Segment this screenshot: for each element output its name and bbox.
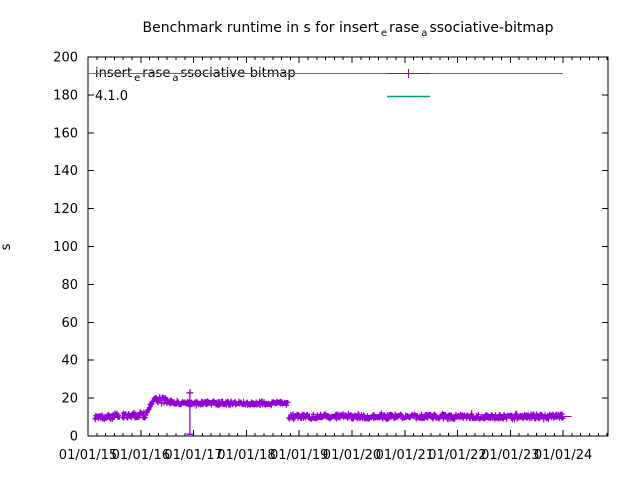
legend-sample-plus-marker xyxy=(407,69,410,78)
x-tick-label: 01/01/23 xyxy=(481,448,539,463)
y-axis-label: s xyxy=(0,243,14,251)
axis-ticks xyxy=(87,56,608,437)
y-tick-label: 180 xyxy=(53,88,78,103)
tick-marks xyxy=(87,56,608,437)
series-plus-markers xyxy=(92,394,566,422)
x-tick-label: 01/01/18 xyxy=(217,448,275,463)
y-tick-label: 40 xyxy=(61,354,78,369)
chart-title: Benchmark runtime in s for insert e rase a s… xyxy=(142,20,554,39)
y-tick-label: 200 xyxy=(53,51,78,66)
outlier-errorbar xyxy=(186,389,194,435)
subscript: a xyxy=(172,72,179,84)
subscript: e xyxy=(380,27,388,39)
x-tick-label: 01/01/17 xyxy=(164,448,222,463)
x-tick-label: 01/01/19 xyxy=(270,448,328,463)
x-tick-label: 01/01/15 xyxy=(59,448,117,463)
y-tick-label: 100 xyxy=(53,240,78,255)
series-points-insert_erase_associative-bitmap xyxy=(92,389,572,435)
y-tick-label: 160 xyxy=(53,126,78,141)
x-tick-label: 01/01/22 xyxy=(428,448,486,463)
y-tick-label: 20 xyxy=(61,392,78,407)
series-line-4-1-0 xyxy=(88,72,564,75)
x-tick-label: 01/01/20 xyxy=(323,448,381,463)
x-axis-tick-labels: 01/01/1501/01/1601/01/1701/01/1801/01/19… xyxy=(59,448,592,463)
subscript: a xyxy=(421,27,428,39)
y-axis-tick-labels: 0 20 40 60 80 100 120 140 160 180 200 xyxy=(53,51,78,445)
x-tick-label: 01/01/21 xyxy=(376,448,434,463)
y-tick-label: 120 xyxy=(53,202,78,217)
subscript: e xyxy=(134,72,141,84)
x-tick-label: 01/01/16 xyxy=(112,448,170,463)
y-tick-label: 140 xyxy=(53,164,78,179)
legend-entry-insert-erase-associative-bitmap: insert e rase a ssociative-bitmap xyxy=(95,66,296,84)
y-tick-label: 0 xyxy=(70,430,78,445)
y-tick-label: 60 xyxy=(61,316,78,331)
plot-border xyxy=(87,56,609,437)
legend-entry-4-1-0: 4.1.0 xyxy=(95,89,129,104)
x-tick-label: 01/01/24 xyxy=(534,448,592,463)
y-tick-label: 80 xyxy=(61,278,78,293)
